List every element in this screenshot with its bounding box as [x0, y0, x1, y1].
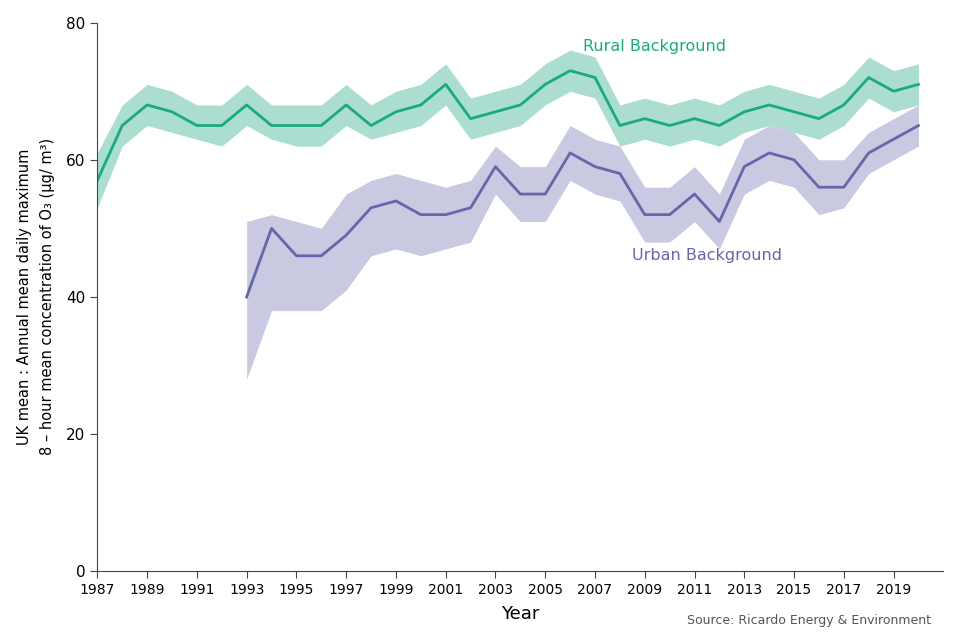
X-axis label: Year: Year — [501, 605, 540, 623]
Text: Rural Background: Rural Background — [583, 39, 726, 54]
Text: Urban Background: Urban Background — [633, 248, 782, 263]
Text: Source: Ricardo Energy & Environment: Source: Ricardo Energy & Environment — [687, 614, 931, 627]
Y-axis label: UK mean : Annual mean daily maximum
8 – hour mean concentration of O₃ (μg/ m³): UK mean : Annual mean daily maximum 8 – … — [16, 138, 55, 456]
